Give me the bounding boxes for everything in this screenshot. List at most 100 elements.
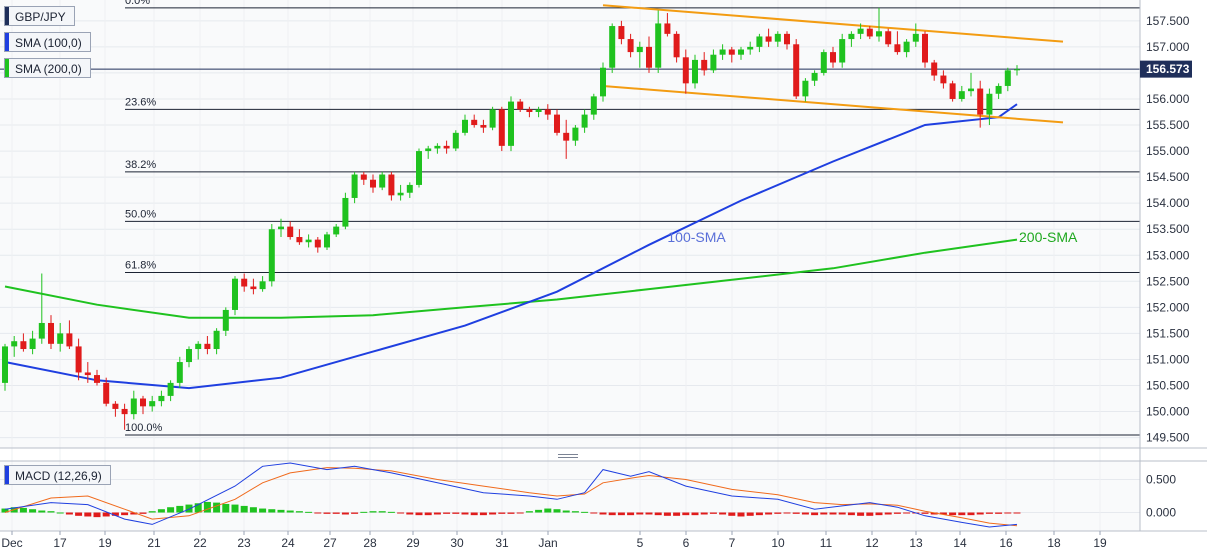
- y-tick-label: 153.500: [1146, 222, 1190, 236]
- macd-histogram-bar: [801, 512, 809, 515]
- candle-body: [287, 226, 294, 238]
- candle: [710, 49, 717, 73]
- candle: [1014, 65, 1020, 76]
- candle-body: [176, 362, 183, 383]
- candle-body: [66, 333, 73, 347]
- candle: [287, 221, 294, 240]
- macd-histogram-bar: [765, 512, 773, 515]
- macd-histogram-bar: [829, 512, 837, 515]
- macd-line: [4, 462, 1018, 528]
- macd-histogram-bar: [930, 512, 938, 515]
- candle-body: [839, 39, 846, 63]
- macd-histogram-bar: [599, 512, 607, 515]
- channel-upper-line: [602, 4, 1064, 43]
- candle-body: [296, 237, 303, 243]
- candle: [784, 31, 790, 50]
- macd-histogram-bar: [958, 512, 966, 516]
- candle-body: [397, 192, 404, 196]
- x-tick-label: 14: [953, 536, 967, 550]
- panel-resize-handle[interactable]: [558, 454, 578, 459]
- sma200-annotation: 200-SMA: [1019, 229, 1078, 245]
- candle: [590, 93, 597, 120]
- candle: [130, 390, 137, 420]
- candle-body: [728, 49, 735, 55]
- macd-histogram-bar: [636, 512, 644, 515]
- macd-legend[interactable]: MACD (12,26,9): [4, 465, 111, 485]
- macd-histogram-bar: [627, 512, 635, 516]
- sma100-legend[interactable]: SMA (100,0): [4, 32, 91, 52]
- candle-body: [581, 114, 588, 128]
- macd-histogram-bar: [939, 512, 947, 515]
- candle-body: [655, 23, 662, 68]
- candle-body: [848, 33, 855, 40]
- candle-body: [268, 229, 275, 282]
- candle-body: [11, 341, 18, 347]
- candles: [2, 7, 1020, 430]
- x-tick-label: 18: [1047, 536, 1061, 550]
- candle-body: [29, 338, 36, 350]
- candle: [995, 83, 1002, 99]
- candle-body: [425, 148, 432, 152]
- macd-histogram-bar: [203, 501, 211, 513]
- y-tick-label: 149.500: [1146, 431, 1190, 445]
- candle-body: [360, 174, 367, 180]
- macd-histogram-bar: [737, 512, 745, 517]
- x-tick-label: 12: [865, 536, 879, 550]
- candle-body: [572, 127, 579, 141]
- x-tick-label: 19: [98, 536, 112, 550]
- macd-histogram-bar: [121, 512, 129, 516]
- candle-body: [103, 382, 110, 404]
- candle: [140, 395, 146, 415]
- macd-histogram-bar: [728, 512, 736, 516]
- symbol-legend[interactable]: GBP/JPY: [4, 6, 75, 26]
- candle-body: [554, 114, 560, 133]
- macd-histogram-bar: [535, 509, 543, 513]
- candle: [462, 114, 468, 136]
- candle-body: [84, 372, 91, 376]
- macd-histogram-bar: [194, 503, 202, 513]
- macd-histogram-bar: [654, 512, 662, 516]
- candle: [774, 31, 781, 47]
- candle-body: [222, 309, 229, 331]
- sma200-legend[interactable]: SMA (200,0): [4, 58, 91, 78]
- candle: [434, 143, 441, 154]
- candle-body: [903, 41, 910, 53]
- macd-histogram-bar: [341, 512, 349, 515]
- candle-body: [462, 119, 468, 133]
- candle: [572, 125, 579, 146]
- candle-body: [508, 101, 514, 146]
- candle: [11, 336, 18, 357]
- sma100-legend-label: SMA (100,0): [15, 36, 82, 50]
- macd-histogram-bar: [111, 512, 119, 516]
- macd-histogram-bar: [976, 512, 984, 515]
- macd-histogram-bar: [93, 512, 101, 518]
- candle-body: [710, 54, 717, 71]
- candle-body: [618, 26, 625, 40]
- candle: [526, 106, 533, 118]
- candle: [857, 23, 864, 40]
- macd-histogram-bar: [544, 508, 552, 513]
- candle-body: [756, 36, 763, 47]
- y-tick-label: 157.000: [1146, 40, 1190, 54]
- x-tick-label: 29: [406, 536, 420, 550]
- macd-histogram-bar: [590, 512, 598, 514]
- candle-body: [498, 109, 505, 146]
- candle-body: [701, 59, 708, 71]
- candle: [379, 171, 386, 191]
- fib-level-label: 50.0%: [125, 208, 156, 220]
- macd-histogram-bar: [65, 512, 73, 515]
- candle: [167, 380, 174, 402]
- macd-histogram-bar: [369, 511, 377, 513]
- candle: [636, 41, 643, 68]
- sma-lines: 100-SMA 200-SMA: [4, 103, 1078, 390]
- macd-histogram-bar: [608, 512, 616, 516]
- x-tick-label: 31: [495, 536, 509, 550]
- candle-body: [820, 52, 827, 73]
- candle-body: [949, 83, 956, 99]
- fib-level-label: 0.0%: [125, 0, 150, 7]
- macd-histogram-bar: [875, 512, 883, 516]
- x-axis-ticks: Dec 17 19 21 22 23 24 27 28 29 30 31 Jan 5 6 7 10 11 12 13 1…: [1, 531, 1107, 550]
- macd-histogram-bar: [884, 512, 892, 515]
- grid-lines: [0, 0, 1140, 531]
